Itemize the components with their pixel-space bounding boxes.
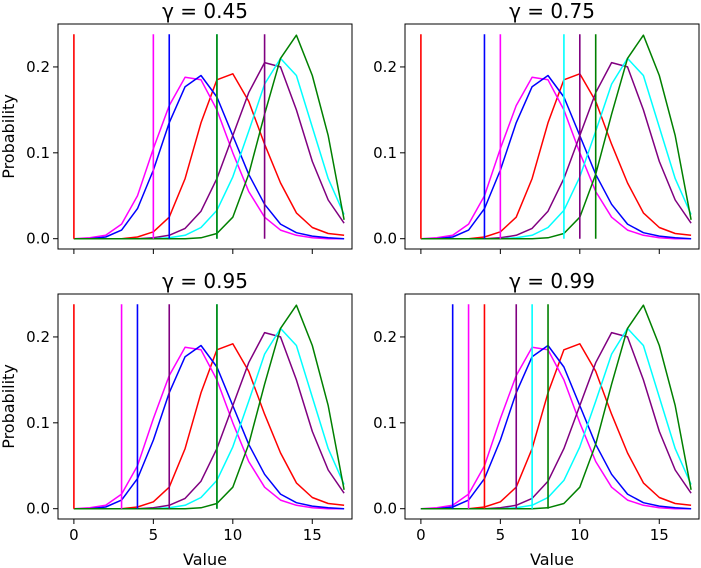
x-tick-label: 0 bbox=[69, 526, 79, 544]
panel-1: 0.0 0.1 0.2 γ = 0.45 Probability bbox=[0, 0, 353, 254]
axes-frame bbox=[404, 23, 700, 250]
y-axis-label: Probability bbox=[0, 364, 18, 449]
y-tick-label: 0.2 bbox=[26, 58, 50, 76]
panel-3: 0 5 10 15 0.0 0.1 0.2 γ = 0.95 Value Probability bbox=[0, 269, 353, 568]
series-line-3 bbox=[73, 74, 345, 240]
plot-area bbox=[420, 34, 692, 240]
x-tick-label: 0 bbox=[416, 526, 426, 544]
series-line-6 bbox=[420, 34, 692, 240]
series-line-3 bbox=[420, 344, 692, 510]
series-line-2 bbox=[420, 76, 692, 240]
axes-frame bbox=[57, 293, 353, 520]
panel-2: 0.0 0.1 0.2 γ = 0.75 bbox=[373, 0, 700, 254]
panel-title: γ = 0.45 bbox=[162, 0, 248, 23]
y-tick-label: 0.0 bbox=[26, 500, 50, 518]
series-line-3 bbox=[420, 74, 692, 240]
plot-area bbox=[73, 34, 345, 240]
y-tick-label: 0.0 bbox=[373, 230, 397, 248]
series-line-6 bbox=[73, 304, 345, 510]
y-tick-label: 0.2 bbox=[373, 58, 397, 76]
y-tick-label: 0.1 bbox=[26, 144, 50, 162]
series-line-4 bbox=[420, 61, 692, 240]
y-tick-label: 0.0 bbox=[26, 230, 50, 248]
panel-title: γ = 0.75 bbox=[509, 0, 595, 23]
y-tick-label: 0.2 bbox=[373, 328, 397, 346]
y-tick-label: 0.1 bbox=[373, 414, 397, 432]
axes-frame bbox=[57, 23, 353, 250]
series-line-6 bbox=[73, 34, 345, 240]
panel-4: 0 5 10 15 0.0 0.1 0.2 γ = 0.99 Value bbox=[373, 269, 700, 568]
x-tick-label: 15 bbox=[650, 526, 669, 544]
y-axis-label: Probability bbox=[0, 94, 18, 179]
x-axis-label: Value bbox=[530, 550, 574, 568]
x-tick-label: 15 bbox=[303, 526, 322, 544]
series-line-4 bbox=[420, 331, 692, 510]
series-line-2 bbox=[73, 346, 345, 510]
series-line-2 bbox=[73, 76, 345, 240]
y-tick-label: 0.2 bbox=[26, 328, 50, 346]
y-tick-label: 0.1 bbox=[373, 144, 397, 162]
panel-title: γ = 0.95 bbox=[162, 269, 248, 293]
series-line-4 bbox=[73, 331, 345, 510]
plot-area bbox=[73, 304, 345, 510]
axes-frame bbox=[404, 293, 700, 520]
series-line-6 bbox=[420, 304, 692, 510]
panel-title: γ = 0.99 bbox=[509, 269, 595, 293]
y-tick-label: 0.1 bbox=[26, 414, 50, 432]
y-tick-label: 0.0 bbox=[373, 500, 397, 518]
x-tick-label: 5 bbox=[496, 526, 506, 544]
series-line-4 bbox=[73, 61, 345, 240]
x-axis-label: Value bbox=[183, 550, 227, 568]
x-tick-label: 5 bbox=[149, 526, 159, 544]
x-tick-label: 10 bbox=[570, 526, 589, 544]
series-line-2 bbox=[420, 346, 692, 510]
x-tick-label: 10 bbox=[223, 526, 242, 544]
plot-area bbox=[420, 304, 692, 510]
series-line-3 bbox=[73, 344, 345, 510]
